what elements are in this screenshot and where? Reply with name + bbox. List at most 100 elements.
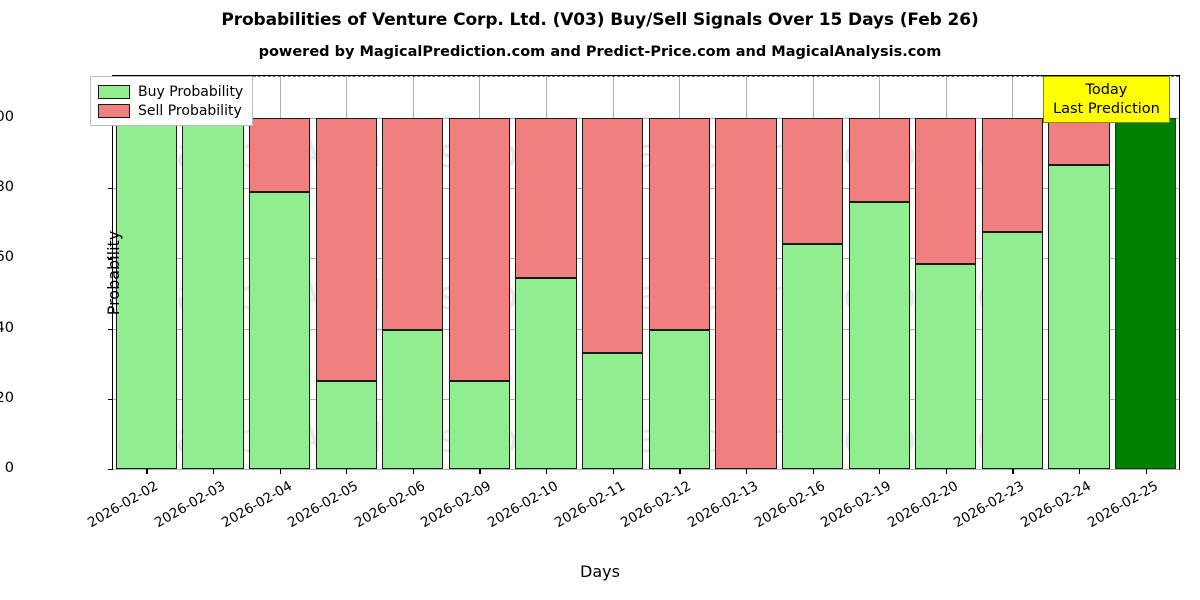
bar-segment-buy[interactable] — [981, 232, 1044, 469]
x-tick-mark — [812, 469, 814, 474]
bar-group[interactable] — [781, 76, 844, 469]
legend-item-sell: Sell Probability — [98, 101, 243, 120]
y-tick-mark — [108, 258, 113, 260]
x-tick-mark — [412, 469, 414, 474]
x-tick-label: 2026-02-03 — [151, 478, 228, 532]
bar-segment-buy[interactable] — [915, 263, 977, 469]
bar-group[interactable] — [848, 76, 910, 469]
bar-segment-sell[interactable] — [315, 118, 377, 382]
bar-group[interactable] — [182, 76, 244, 469]
x-tick-mark — [1012, 469, 1014, 474]
bar-segment-sell[interactable] — [848, 118, 910, 203]
chart-subtitle: powered by MagicalPrediction.com and Pre… — [258, 44, 942, 60]
bar-segment-buy[interactable] — [115, 118, 177, 469]
y-tick-label: 20 — [0, 389, 14, 406]
x-tick-label: 2026-02-25 — [1084, 478, 1161, 532]
gridline-horizontal — [113, 188, 1179, 190]
gridline-horizontal — [113, 398, 1179, 400]
gridline-horizontal — [113, 469, 1179, 470]
bar-group[interactable] — [1048, 76, 1110, 469]
bar-segment-sell[interactable] — [248, 118, 311, 192]
y-tick-mark — [108, 328, 113, 330]
bar-segment-buy[interactable] — [848, 202, 910, 469]
bar-group[interactable] — [1115, 76, 1177, 469]
x-tick-label: 2026-02-02 — [85, 478, 162, 532]
today-annotation-line2: Last Prediction — [1053, 100, 1160, 117]
bar-segment-buy[interactable] — [781, 244, 844, 469]
x-tick-mark — [612, 469, 614, 474]
y-tick-mark — [108, 469, 113, 471]
plot-area: MagicalAnalysis.comMagicaPrediction.comM… — [104, 75, 1180, 474]
bar-group[interactable] — [115, 76, 177, 469]
bar-segment-buy[interactable] — [582, 353, 644, 469]
bar-group[interactable] — [382, 76, 444, 469]
bar-group[interactable] — [648, 76, 710, 469]
bar-segment-sell[interactable] — [382, 118, 444, 331]
bar-group[interactable] — [981, 76, 1044, 469]
bar-segment-buy[interactable] — [315, 381, 377, 469]
bar-segment-buy[interactable] — [648, 330, 710, 469]
bar-group[interactable] — [515, 76, 577, 469]
x-tick-mark — [546, 469, 548, 474]
x-tick-mark — [1145, 469, 1147, 474]
today-annotation: Today Last Prediction — [1043, 76, 1170, 124]
gridline-horizontal — [113, 258, 1179, 260]
x-tick-mark — [146, 469, 148, 474]
x-tick-label: 2026-02-09 — [418, 478, 495, 532]
bar-segment-buy[interactable] — [248, 191, 311, 469]
x-tick-label: 2026-02-23 — [951, 478, 1028, 532]
bar-segment-sell[interactable] — [715, 118, 777, 469]
bars-layer — [113, 76, 1179, 469]
bar-segment-buy[interactable] — [448, 381, 511, 469]
legend-swatch-buy — [98, 84, 130, 99]
x-tick-label: 2026-02-11 — [551, 478, 628, 532]
bar-segment-buy[interactable] — [1048, 165, 1110, 469]
bar-segment-today[interactable] — [1115, 118, 1177, 469]
x-tick-label: 2026-02-06 — [351, 478, 428, 532]
bar-segment-sell[interactable] — [582, 118, 644, 354]
bar-segment-buy[interactable] — [515, 277, 577, 469]
bar-group[interactable] — [448, 76, 511, 469]
y-axis-label: Probability — [103, 230, 123, 315]
y-tick-mark — [108, 188, 113, 190]
bar-segment-sell[interactable] — [981, 118, 1044, 233]
bar-segment-sell[interactable] — [915, 118, 977, 264]
chart-title: Probabilities of Venture Corp. Ltd. (V03… — [221, 10, 979, 30]
gridline-horizontal — [113, 328, 1179, 330]
x-tick-mark — [346, 469, 348, 474]
bar-group[interactable] — [248, 76, 311, 469]
x-tick-mark — [945, 469, 947, 474]
bar-group[interactable] — [582, 76, 644, 469]
x-tick-label: 2026-02-13 — [684, 478, 761, 532]
bar-group[interactable] — [715, 76, 777, 469]
x-axis-label: Days — [580, 562, 620, 581]
bar-segment-sell[interactable] — [448, 118, 511, 382]
x-tick-label: 2026-02-10 — [485, 478, 562, 532]
x-tick-label: 2026-02-16 — [751, 478, 828, 532]
bar-segment-sell[interactable] — [1048, 118, 1110, 166]
y-tick-mark — [108, 398, 113, 400]
y-tick-label: 40 — [0, 319, 14, 336]
bar-segment-sell[interactable] — [781, 118, 844, 245]
x-tick-mark — [479, 469, 481, 474]
x-tick-label: 2026-02-05 — [285, 478, 362, 532]
x-tick-mark — [212, 469, 215, 474]
x-tick-mark — [679, 469, 681, 474]
bar-segment-sell[interactable] — [515, 118, 577, 278]
bar-segment-sell[interactable] — [648, 118, 710, 331]
y-tick-label: 0 — [4, 460, 14, 476]
bar-segment-buy[interactable] — [382, 330, 444, 469]
x-tick-label: 2026-02-12 — [618, 478, 695, 532]
bar-segment-buy[interactable] — [182, 118, 244, 469]
bar-group[interactable] — [315, 76, 377, 469]
y-tick-label: 60 — [0, 249, 14, 266]
today-annotation-line1: Today — [1085, 82, 1128, 98]
x-tick-label: 2026-02-24 — [1018, 478, 1095, 532]
x-tick-mark — [279, 469, 281, 474]
legend-swatch-sell — [98, 103, 130, 118]
legend-label-buy: Buy Probability — [138, 83, 244, 100]
legend-item-buy: Buy Probability — [98, 82, 243, 101]
bar-group[interactable] — [915, 76, 977, 469]
threshold-dashed-line — [113, 76, 1179, 77]
legend-label-sell: Sell Probability — [138, 102, 242, 119]
